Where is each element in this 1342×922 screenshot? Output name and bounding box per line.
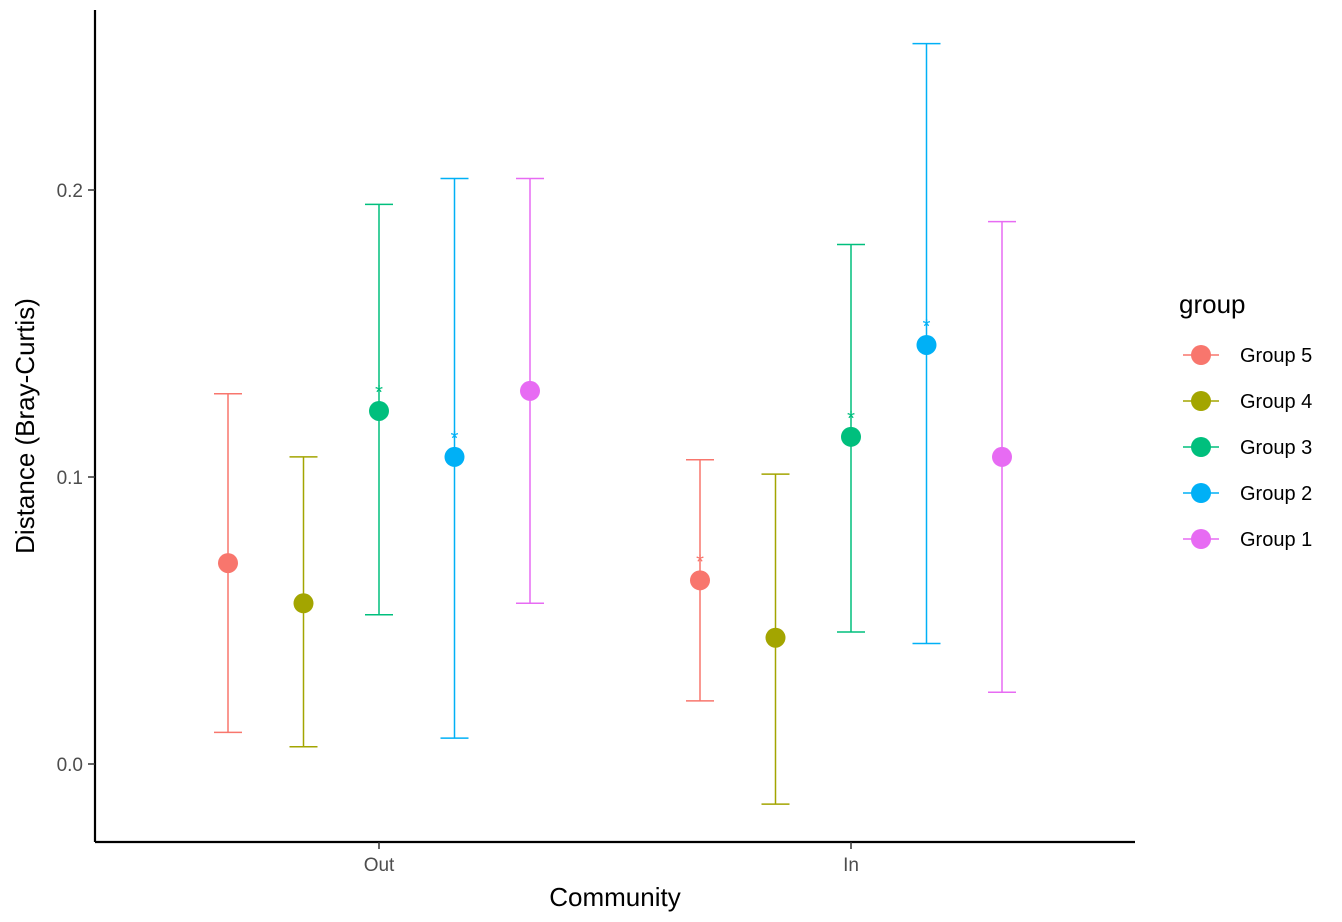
legend-item-group-3: Group 3 <box>1183 437 1312 459</box>
legend-item-group-5: Group 5 <box>1183 345 1312 367</box>
plot-area: ***** <box>214 42 1016 805</box>
legend-item-group-2: Group 2 <box>1183 483 1312 505</box>
legend: group Group 5 Group 4 Group 3 Group 2 Group 1 <box>1179 289 1312 551</box>
y-tick-label: 0.0 <box>57 755 83 776</box>
series-group-1 <box>516 177 1016 693</box>
significance-marker: * <box>451 428 459 450</box>
legend-item-group-4: Group 4 <box>1183 391 1312 413</box>
y-tick-label: 0.2 <box>57 181 83 202</box>
legend-label: Group 1 <box>1240 529 1312 551</box>
series-group-5: * <box>214 393 714 734</box>
x-axis-title: Community <box>549 882 680 912</box>
series-group-2: ** <box>440 42 941 739</box>
legend-label: Group 5 <box>1240 345 1312 367</box>
legend-key-point <box>1191 483 1211 503</box>
legend-key-point <box>1191 345 1211 365</box>
x-tick-label: In <box>843 855 859 876</box>
data-point <box>293 593 314 614</box>
data-point <box>520 380 540 401</box>
significance-marker: * <box>375 382 383 404</box>
x-tick-label: Out <box>364 855 395 876</box>
data-point <box>218 553 238 574</box>
legend-key-point <box>1191 437 1211 457</box>
series-group-3: ** <box>365 203 865 633</box>
data-point <box>690 570 710 591</box>
legend-key-point <box>1191 529 1211 549</box>
y-tick-label: 0.1 <box>57 468 83 489</box>
data-point <box>444 446 465 467</box>
data-point <box>916 334 937 355</box>
significance-marker: * <box>696 551 704 573</box>
data-point <box>841 426 861 447</box>
legend-label: Group 2 <box>1240 483 1312 505</box>
axes: 0.0 0.1 0.2 Out In Community Distance (Bray-Cu… <box>10 10 1135 912</box>
legend-item-group-1: Group 1 <box>1183 529 1312 551</box>
significance-marker: * <box>847 408 855 430</box>
legend-title: group <box>1179 289 1246 319</box>
data-point <box>992 446 1012 467</box>
significance-marker: * <box>923 316 931 338</box>
legend-label: Group 3 <box>1240 437 1312 459</box>
legend-key-point <box>1191 391 1211 411</box>
y-axis-title: Distance (Bray-Curtis) <box>10 298 40 554</box>
legend-label: Group 4 <box>1240 391 1312 413</box>
series-group-4 <box>289 456 790 805</box>
data-point <box>765 627 786 648</box>
data-point <box>369 400 389 421</box>
